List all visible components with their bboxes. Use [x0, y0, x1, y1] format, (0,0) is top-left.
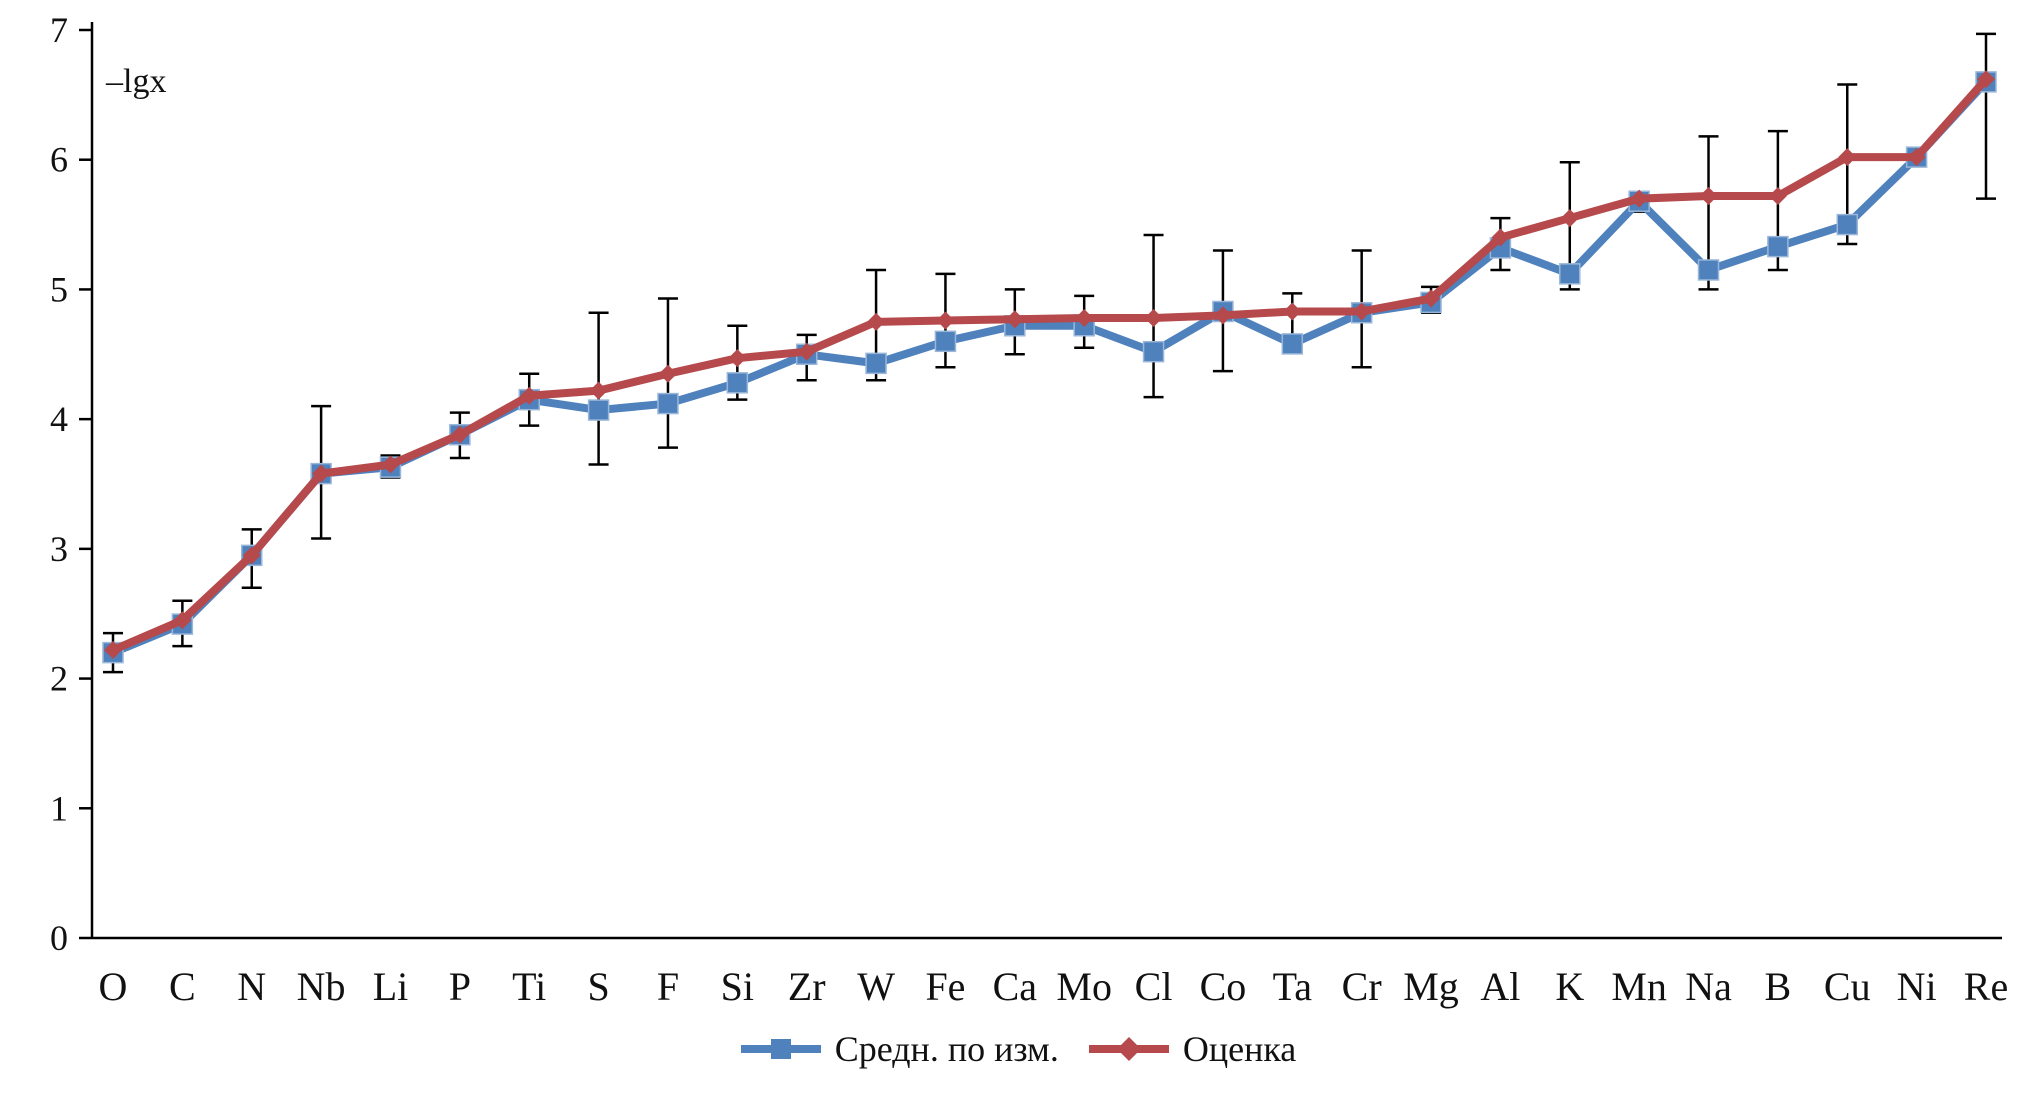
marker-diamond-estimate — [867, 312, 886, 331]
y-tick-label: 3 — [50, 529, 68, 569]
x-category-label: C — [169, 964, 196, 1009]
legend-item-estimate: Оценка — [1087, 1028, 1296, 1070]
x-category-label: Ti — [512, 964, 546, 1009]
x-category-label: Mo — [1056, 964, 1112, 1009]
marker-diamond-estimate — [1977, 70, 1995, 89]
marker-diamond-estimate — [381, 455, 400, 474]
x-category-label: Ni — [1897, 964, 1937, 1009]
marker-diamond-estimate — [450, 425, 469, 444]
x-category-label: N — [237, 964, 266, 1009]
marker-square-measured — [865, 352, 887, 375]
marker-diamond-estimate — [173, 611, 192, 630]
chart-legend: Средн. по изм. Оценка — [0, 1028, 2035, 1070]
marker-diamond-estimate — [104, 641, 122, 660]
x-category-label: Na — [1685, 964, 1732, 1009]
marker-diamond-estimate — [1352, 302, 1371, 321]
marker-square-measured — [657, 392, 679, 415]
y-tick-label: 5 — [50, 269, 68, 309]
x-category-label: Cu — [1824, 964, 1871, 1009]
marker-diamond-estimate — [1491, 228, 1510, 247]
y-tick-label: 4 — [50, 399, 68, 439]
y-tick-label: 0 — [50, 918, 68, 958]
y-tick-label: 7 — [50, 10, 68, 50]
x-category-label: Mn — [1611, 964, 1667, 1009]
marker-square-measured — [587, 399, 610, 421]
x-category-label: Nb — [297, 964, 346, 1009]
marker-square-measured — [1697, 259, 1720, 281]
marker-diamond-estimate — [1213, 306, 1232, 325]
x-category-label: Co — [1200, 964, 1247, 1009]
x-category-label: Ca — [993, 964, 1038, 1009]
marker-diamond-estimate — [1005, 310, 1024, 329]
marker-square-measured — [934, 330, 957, 353]
marker-square-measured — [1142, 340, 1165, 363]
y-tick-label: 6 — [50, 140, 68, 180]
x-category-label: Re — [1964, 964, 2008, 1009]
marker-square-measured — [1836, 213, 1859, 236]
marker-diamond-estimate — [1768, 187, 1787, 206]
legend-label-estimate: Оценка — [1182, 1029, 1297, 1069]
marker-diamond-estimate — [312, 464, 331, 483]
series-line-measured — [109, 77, 1990, 657]
marker-square-measured — [726, 372, 749, 394]
y-tick-label: 2 — [50, 659, 68, 699]
x-category-label: Cl — [1135, 964, 1173, 1009]
marker-diamond-estimate — [1422, 289, 1441, 308]
marker-diamond-estimate — [242, 546, 261, 565]
legend-label-measured: Средн. по изм. — [834, 1029, 1059, 1069]
marker-square-measured — [1281, 333, 1304, 355]
x-category-label: Si — [721, 964, 754, 1009]
marker-diamond-estimate — [1560, 209, 1579, 228]
x-category-label: B — [1765, 964, 1792, 1009]
legend-swatch-measured-line-icon — [740, 1039, 821, 1059]
x-category-label: Fe — [925, 964, 965, 1009]
marker-diamond-estimate — [1630, 189, 1649, 208]
x-category-label: O — [99, 964, 128, 1009]
marker-diamond-estimate — [658, 364, 677, 383]
marker-diamond-estimate — [1699, 187, 1718, 206]
x-category-label: Li — [373, 964, 409, 1009]
x-category-label: W — [857, 964, 895, 1009]
marker-diamond-estimate — [520, 386, 539, 405]
marker-diamond-estimate — [589, 381, 608, 400]
marker-diamond-estimate — [1838, 148, 1857, 167]
legend-swatch-estimate-line-icon — [1088, 1037, 1169, 1061]
series-line-estimate — [109, 75, 1990, 655]
x-category-label: Cr — [1342, 964, 1382, 1009]
marker-diamond-estimate — [797, 342, 816, 361]
marker-square-measured — [1559, 263, 1581, 285]
x-category-label: F — [657, 964, 679, 1009]
marker-diamond-estimate — [728, 349, 747, 368]
marker-diamond-estimate — [1283, 302, 1302, 321]
marker-diamond-estimate — [1075, 308, 1094, 327]
y-axis-title: –lgx — [105, 63, 166, 100]
legend-item-measured: Средн. по изм. — [739, 1028, 1059, 1070]
x-category-label: Mg — [1403, 964, 1459, 1009]
x-category-label: S — [587, 964, 609, 1009]
marker-diamond-estimate — [1907, 148, 1926, 167]
marker-diamond-estimate — [936, 311, 955, 330]
x-category-label: K — [1555, 964, 1584, 1009]
marker-diamond-estimate — [1144, 308, 1163, 327]
x-category-label: Al — [1480, 964, 1520, 1009]
y-tick-label: 1 — [50, 788, 68, 828]
x-category-label: P — [449, 964, 471, 1009]
marker-square-measured — [1767, 235, 1789, 258]
x-category-label: Zr — [788, 964, 826, 1009]
x-category-label: Ta — [1273, 964, 1313, 1009]
